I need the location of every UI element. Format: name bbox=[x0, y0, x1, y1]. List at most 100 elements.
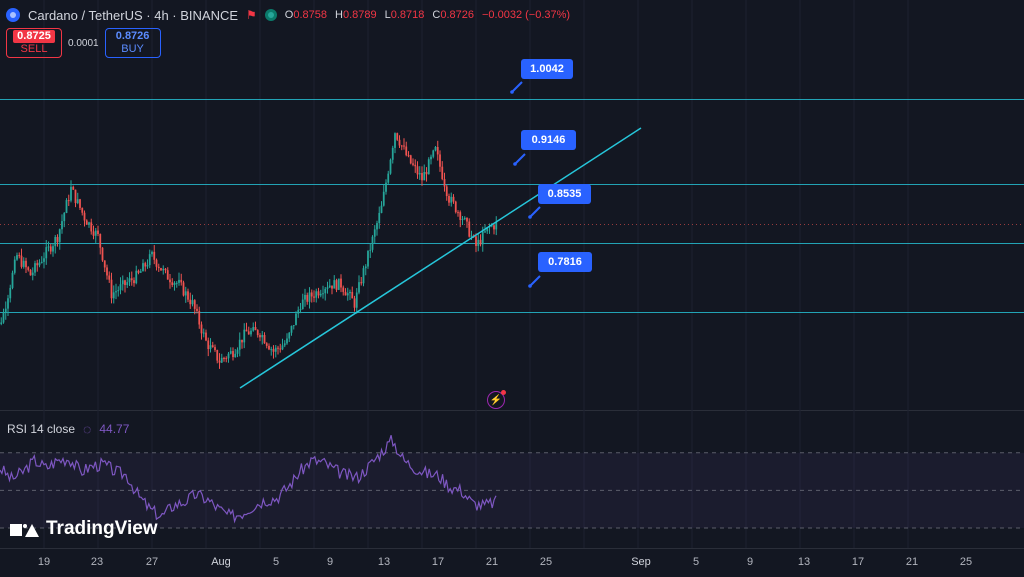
candle-body bbox=[171, 282, 174, 285]
candle-body bbox=[322, 293, 324, 295]
candle-body bbox=[25, 260, 27, 268]
candle-body bbox=[299, 309, 302, 311]
x-tick-label: 17 bbox=[851, 556, 865, 568]
x-tick-label: 5 bbox=[692, 556, 700, 568]
candle-body bbox=[333, 280, 336, 289]
candle-body bbox=[486, 227, 489, 232]
candle-body bbox=[63, 212, 66, 222]
rsi-label[interactable]: RSI 14 close bbox=[7, 422, 76, 436]
candle-body bbox=[205, 332, 207, 341]
candle-body bbox=[22, 260, 25, 267]
tradingview-icon bbox=[10, 521, 40, 537]
candle-body bbox=[234, 353, 237, 358]
candle-body bbox=[2, 312, 5, 323]
price-chart[interactable] bbox=[0, 0, 1024, 548]
x-tick-label: 21 bbox=[905, 556, 919, 568]
candle-body bbox=[103, 260, 106, 268]
spread-value: 0.0001 bbox=[68, 37, 99, 49]
candle-body bbox=[319, 293, 322, 296]
candle-body bbox=[40, 261, 43, 263]
symbol-title[interactable]: Cardano / TetherUS · 4h · BINANCE bbox=[28, 7, 239, 23]
candle-body bbox=[166, 270, 169, 280]
candle-body bbox=[295, 313, 297, 326]
candle-body bbox=[407, 155, 410, 157]
candle-body bbox=[477, 239, 480, 246]
candle-body bbox=[43, 258, 45, 262]
change-value: −0.0032 (−0.37%) bbox=[482, 9, 571, 21]
candle-body bbox=[58, 229, 61, 243]
candle-body bbox=[376, 223, 378, 230]
buy-button[interactable]: 0.8726 BUY bbox=[104, 28, 161, 58]
price-pane-bg bbox=[0, 0, 1024, 410]
candle-body bbox=[331, 285, 333, 289]
candle-body bbox=[270, 349, 273, 351]
candle-body bbox=[119, 284, 122, 291]
candle-body bbox=[360, 282, 363, 284]
candle-body bbox=[378, 212, 381, 224]
candle-body bbox=[67, 200, 70, 202]
candle-body bbox=[297, 309, 300, 314]
candle-body bbox=[9, 287, 12, 299]
candle-body bbox=[335, 280, 338, 290]
candle-body bbox=[452, 196, 455, 202]
candle-body bbox=[308, 292, 311, 302]
candle-body bbox=[337, 278, 340, 290]
candle-body bbox=[232, 351, 234, 358]
candle-body bbox=[315, 291, 318, 298]
candle-body bbox=[151, 251, 153, 255]
logo-text: TradingView bbox=[46, 518, 158, 539]
candle-body bbox=[187, 291, 189, 300]
x-tick-label: 9 bbox=[326, 556, 334, 568]
candle-body bbox=[310, 292, 313, 297]
candle-body bbox=[439, 154, 441, 167]
candle-body bbox=[61, 221, 63, 230]
candle-body bbox=[245, 329, 248, 332]
candle-body bbox=[133, 280, 135, 284]
candle-body bbox=[47, 246, 50, 248]
candle-body bbox=[268, 345, 270, 350]
candle-body bbox=[160, 268, 162, 271]
x-tick-label: Aug bbox=[211, 556, 231, 568]
level-label-2[interactable]: 0.9146 bbox=[521, 130, 576, 150]
candle-body bbox=[54, 236, 57, 247]
candle-body bbox=[135, 270, 138, 284]
level-label-3[interactable]: 0.8535 bbox=[538, 184, 591, 204]
label-anchor-2 bbox=[513, 162, 517, 166]
flag-icon[interactable]: ⚑ bbox=[246, 8, 257, 22]
candle-body bbox=[265, 343, 268, 346]
label-anchor-3 bbox=[528, 215, 532, 219]
candle-body bbox=[27, 267, 30, 270]
tradingview-logo[interactable]: TradingView bbox=[10, 518, 158, 540]
sell-button[interactable]: 0.8725 SELL bbox=[6, 28, 62, 58]
candle-body bbox=[52, 246, 54, 252]
candle-body bbox=[99, 234, 102, 248]
candle-body bbox=[106, 267, 108, 276]
candle-body bbox=[0, 322, 3, 324]
level-label-1[interactable]: 1.0042 bbox=[521, 59, 573, 79]
candle-body bbox=[20, 255, 23, 267]
candle-body bbox=[274, 347, 277, 352]
candle-body bbox=[466, 217, 468, 222]
candle-body bbox=[283, 343, 286, 346]
time-axis[interactable]: 19 23 27 Aug 5 9 13 17 21 25 Sep 5 9 13 17 21 25 bbox=[0, 548, 1024, 577]
candle-body bbox=[108, 275, 111, 280]
candle-body bbox=[344, 291, 347, 296]
candle-body bbox=[180, 279, 183, 283]
candle-body bbox=[88, 222, 90, 225]
candle-body bbox=[380, 205, 383, 213]
buy-label: BUY bbox=[121, 43, 144, 55]
x-tick-label: 25 bbox=[959, 556, 973, 568]
candle-body bbox=[144, 263, 147, 267]
candle-body bbox=[369, 249, 372, 251]
level-label-4[interactable]: 0.7816 bbox=[538, 252, 592, 272]
candle-body bbox=[81, 207, 84, 213]
candle-body bbox=[142, 263, 144, 272]
candle-body bbox=[236, 349, 239, 354]
candle-body bbox=[349, 291, 351, 294]
candle-body bbox=[412, 163, 414, 165]
candle-body bbox=[306, 294, 309, 302]
alert-icon[interactable]: ⚡ bbox=[487, 390, 506, 409]
cardano-icon bbox=[6, 8, 20, 22]
candle-body bbox=[493, 225, 495, 230]
candle-body bbox=[74, 189, 77, 204]
